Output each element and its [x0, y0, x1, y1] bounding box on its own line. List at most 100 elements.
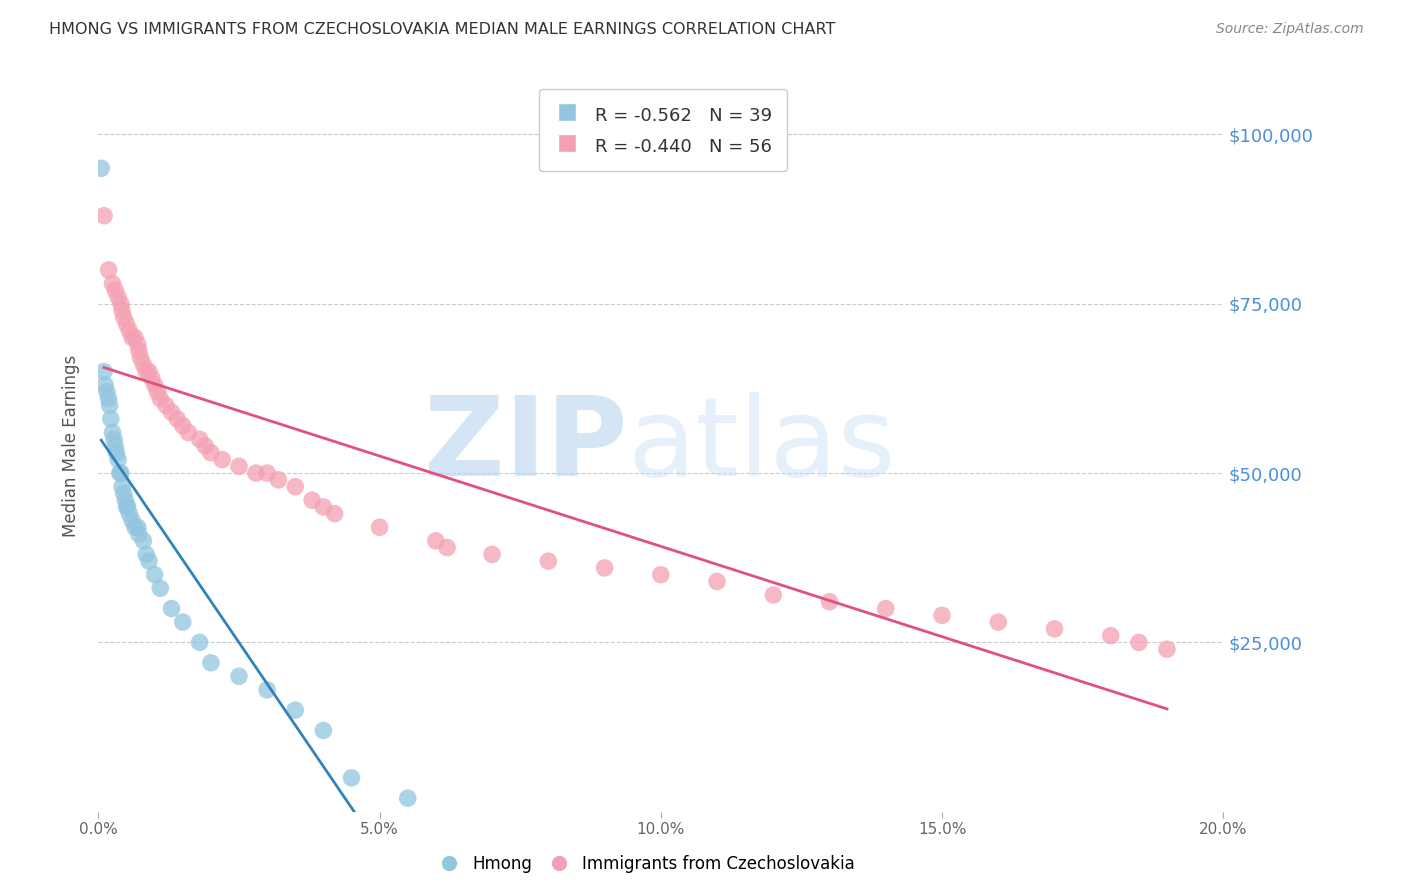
- Point: [875, 601, 897, 615]
- Point: [138, 554, 160, 568]
- Point: [1156, 642, 1178, 657]
- Point: [101, 277, 124, 291]
- Point: [1128, 635, 1150, 649]
- Y-axis label: Median Male Earnings: Median Male Earnings: [62, 355, 80, 537]
- Point: [818, 595, 841, 609]
- Point: [108, 466, 131, 480]
- Point: [110, 297, 132, 311]
- Point: [481, 547, 503, 561]
- Point: [101, 425, 124, 440]
- Point: [323, 507, 346, 521]
- Point: [115, 500, 138, 514]
- Point: [228, 669, 250, 683]
- Point: [143, 567, 166, 582]
- Point: [110, 466, 132, 480]
- Point: [706, 574, 728, 589]
- Point: [132, 358, 155, 372]
- Legend: Hmong, Immigrants from Czechoslovakia: Hmong, Immigrants from Czechoslovakia: [432, 848, 862, 880]
- Point: [931, 608, 953, 623]
- Point: [118, 324, 141, 338]
- Point: [105, 446, 128, 460]
- Point: [94, 378, 117, 392]
- Point: [149, 581, 172, 595]
- Point: [100, 412, 122, 426]
- Point: [132, 533, 155, 548]
- Point: [93, 364, 115, 378]
- Point: [1099, 629, 1122, 643]
- Point: [194, 439, 217, 453]
- Point: [188, 432, 211, 446]
- Point: [368, 520, 391, 534]
- Point: [312, 500, 335, 514]
- Point: [200, 446, 222, 460]
- Point: [267, 473, 290, 487]
- Point: [111, 480, 134, 494]
- Point: [90, 161, 112, 176]
- Point: [340, 771, 363, 785]
- Point: [160, 405, 183, 419]
- Point: [107, 452, 129, 467]
- Point: [155, 398, 177, 412]
- Point: [284, 480, 307, 494]
- Point: [436, 541, 458, 555]
- Point: [172, 615, 194, 629]
- Text: HMONG VS IMMIGRANTS FROM CZECHOSLOVAKIA MEDIAN MALE EARNINGS CORRELATION CHART: HMONG VS IMMIGRANTS FROM CZECHOSLOVAKIA …: [49, 22, 835, 37]
- Point: [124, 331, 146, 345]
- Point: [211, 452, 233, 467]
- Point: [127, 337, 149, 351]
- Point: [593, 561, 616, 575]
- Point: [228, 459, 250, 474]
- Point: [200, 656, 222, 670]
- Text: atlas: atlas: [627, 392, 896, 500]
- Point: [96, 384, 118, 399]
- Point: [301, 493, 323, 508]
- Point: [284, 703, 307, 717]
- Point: [146, 384, 169, 399]
- Point: [1043, 622, 1066, 636]
- Point: [128, 344, 150, 359]
- Point: [188, 635, 211, 649]
- Point: [117, 500, 139, 514]
- Point: [177, 425, 200, 440]
- Point: [245, 466, 267, 480]
- Point: [160, 601, 183, 615]
- Point: [97, 392, 120, 406]
- Point: [987, 615, 1010, 629]
- Point: [114, 493, 136, 508]
- Point: [104, 439, 127, 453]
- Point: [98, 398, 121, 412]
- Point: [135, 364, 157, 378]
- Point: [112, 486, 135, 500]
- Point: [103, 432, 125, 446]
- Point: [172, 418, 194, 433]
- Text: Source: ZipAtlas.com: Source: ZipAtlas.com: [1216, 22, 1364, 37]
- Point: [129, 351, 152, 365]
- Point: [143, 378, 166, 392]
- Point: [121, 514, 143, 528]
- Point: [128, 527, 150, 541]
- Point: [256, 682, 278, 697]
- Legend: R = -0.562   N = 39, R = -0.440   N = 56: R = -0.562 N = 39, R = -0.440 N = 56: [540, 89, 787, 171]
- Point: [127, 520, 149, 534]
- Point: [396, 791, 419, 805]
- Point: [256, 466, 278, 480]
- Point: [104, 283, 127, 297]
- Point: [650, 567, 672, 582]
- Point: [121, 331, 143, 345]
- Point: [97, 263, 120, 277]
- Text: ZIP: ZIP: [423, 392, 627, 500]
- Point: [425, 533, 447, 548]
- Point: [111, 303, 134, 318]
- Point: [762, 588, 785, 602]
- Point: [115, 317, 138, 331]
- Point: [141, 371, 163, 385]
- Point: [537, 554, 560, 568]
- Point: [166, 412, 188, 426]
- Point: [118, 507, 141, 521]
- Point: [93, 209, 115, 223]
- Point: [149, 392, 172, 406]
- Point: [124, 520, 146, 534]
- Point: [112, 310, 135, 325]
- Point: [107, 290, 129, 304]
- Point: [135, 547, 157, 561]
